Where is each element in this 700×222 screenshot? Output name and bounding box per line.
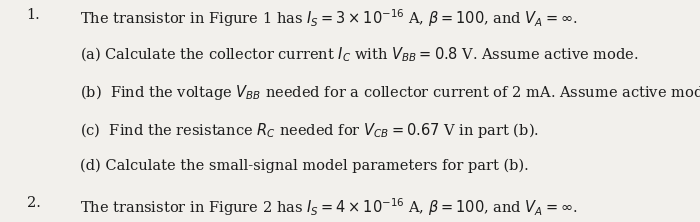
Text: The transistor in Figure 2 has $I_S = 4 \times 10^{-16}$ A, $\beta = 100$, and $: The transistor in Figure 2 has $I_S = 4 … xyxy=(80,196,578,218)
Text: (b)  Find the voltage $V_{BB}$ needed for a collector current of 2 mA. Assume ac: (b) Find the voltage $V_{BB}$ needed for… xyxy=(80,83,700,102)
Text: (c)  Find the resistance $R_C$ needed for $V_{CB} = 0.67$ V in part (b).: (c) Find the resistance $R_C$ needed for… xyxy=(80,121,540,140)
Text: The transistor in Figure 1 has $I_S = 3 \times 10^{-16}$ A, $\beta = 100$, and $: The transistor in Figure 1 has $I_S = 3 … xyxy=(80,8,578,30)
Text: 2.: 2. xyxy=(27,196,41,210)
Text: (a) Calculate the collector current $I_C$ with $V_{BB} = 0.8$ V. Assume active m: (a) Calculate the collector current $I_C… xyxy=(80,46,639,64)
Text: 1.: 1. xyxy=(27,8,41,22)
Text: (d) Calculate the small-signal model parameters for part (b).: (d) Calculate the small-signal model par… xyxy=(80,159,529,173)
